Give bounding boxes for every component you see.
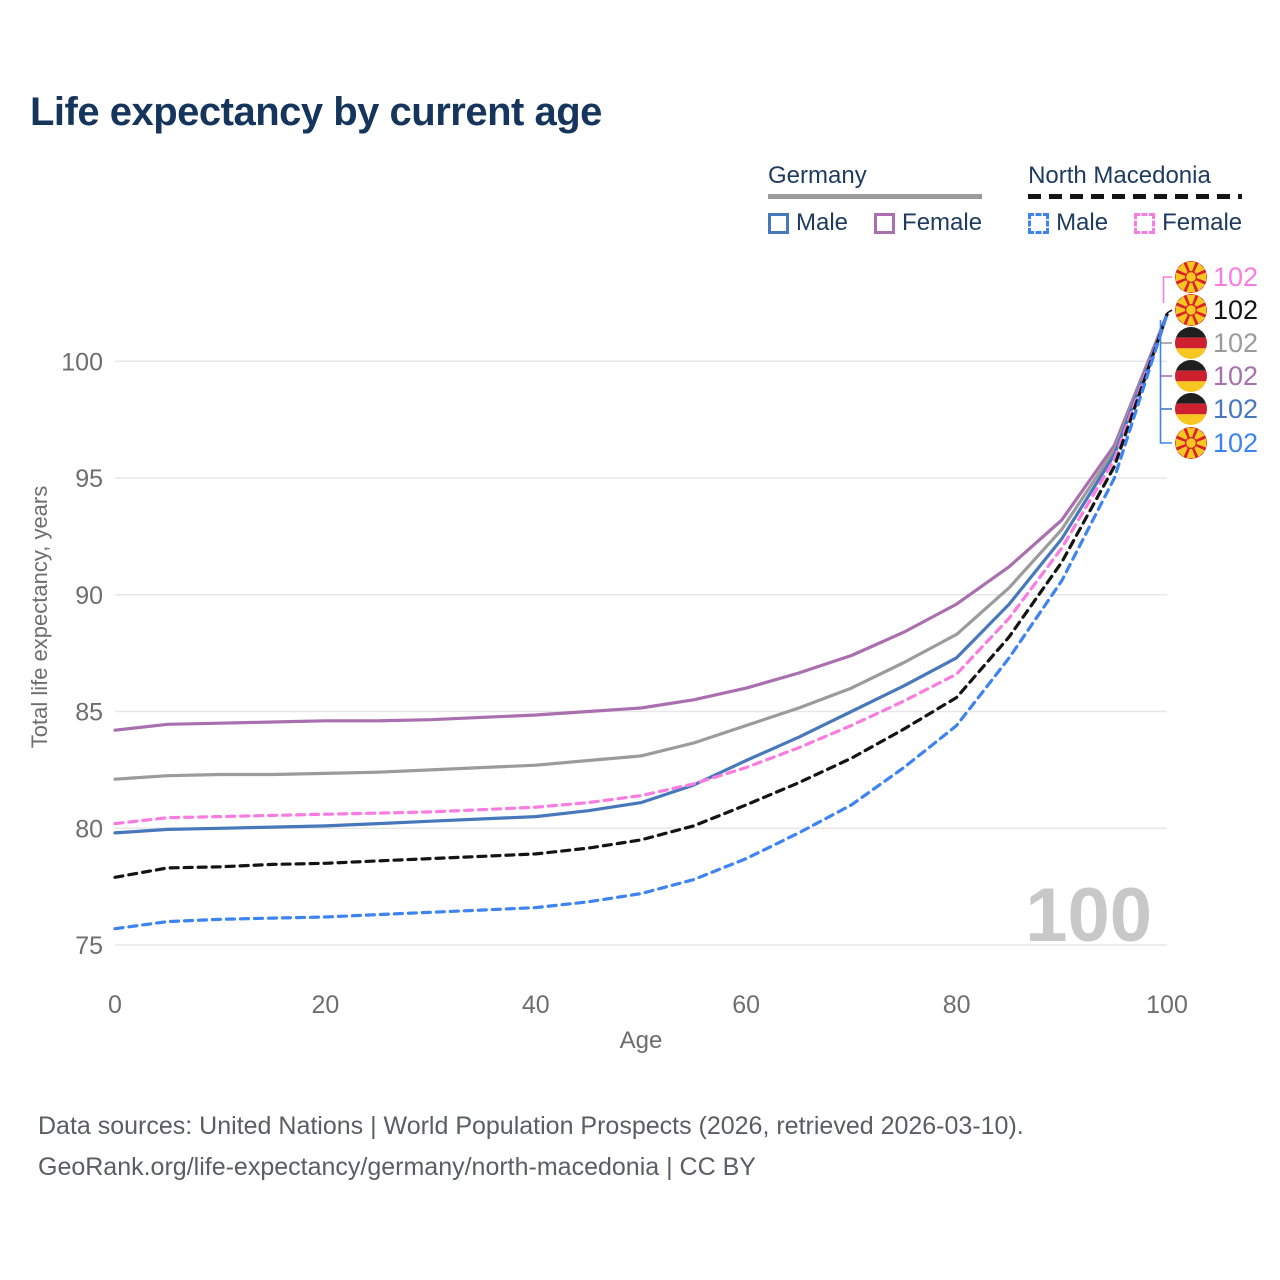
x-tick-40: 40 — [522, 991, 550, 1019]
legend-label-north-macedonia-female: Female — [1162, 209, 1243, 236]
end-value-north-macedonia-female: 102 — [1213, 262, 1258, 292]
germany-line-sample — [768, 194, 983, 199]
end-value-germany-all: 102 — [1213, 328, 1258, 358]
x-tick-0: 0 — [108, 991, 122, 1019]
legend-label-north-macedonia-male: Male — [1056, 209, 1109, 236]
legend-item-north-macedonia-male: Male — [1028, 209, 1108, 237]
leader-line-north-macedonia-female — [1162, 276, 1172, 303]
age-counter-watermark: 100 — [1025, 873, 1152, 958]
x-tick-60: 60 — [732, 991, 760, 1019]
north-macedonia-male-swatch — [1028, 212, 1050, 234]
end-label-germany-all: 102 — [1175, 327, 1258, 359]
page-title: Life expectancy by current age — [30, 90, 602, 134]
germany-male-swatch — [768, 212, 789, 234]
y-tick-90: 90 — [75, 582, 103, 610]
footer-data-sources: Data sources: United Nations | World Pop… — [38, 1112, 1024, 1140]
north-macedonia-female-swatch — [1134, 212, 1156, 234]
north-macedonia-flag-icon — [1175, 261, 1207, 293]
germany-flag-icon — [1175, 327, 1207, 359]
y-tick-80: 80 — [75, 815, 103, 843]
germany-female-swatch — [874, 212, 896, 234]
north-macedonia-line-sample — [1028, 194, 1243, 199]
end-value-germany-male: 102 — [1213, 394, 1258, 424]
legend-label-germany-male: Male — [796, 209, 849, 236]
x-tick-20: 20 — [311, 991, 339, 1019]
end-value-germany-female: 102 — [1213, 361, 1258, 391]
y-tick-100: 100 — [61, 348, 103, 376]
end-label-north-macedonia-female: 102 — [1175, 261, 1258, 293]
series-line-germany-male — [113, 312, 1169, 835]
y-axis-label: Total life expectancy, years — [27, 486, 52, 749]
legend-item-germany-female: Female — [874, 209, 982, 237]
x-axis-label: Age — [620, 1027, 663, 1054]
x-tick-100: 100 — [1146, 991, 1188, 1019]
germany-flag-icon — [1175, 360, 1207, 392]
legend-group-north-macedonia-title: North Macedonia — [1028, 162, 1211, 189]
germany-flag-icon — [1175, 393, 1207, 425]
end-label-north-macedonia-male: 102 — [1175, 427, 1258, 459]
footer: Data sources: United Nations | World Pop… — [38, 1106, 1024, 1188]
end-label-north-macedonia-all: 102 — [1175, 294, 1258, 326]
north-macedonia-flag-icon — [1175, 294, 1207, 326]
legend-group-north-macedonia: North Macedonia Male Female — [1028, 162, 1243, 237]
end-label-germany-male: 102 — [1175, 393, 1258, 425]
legend-group-germany-title: Germany — [768, 162, 867, 189]
y-tick-75: 75 — [75, 932, 103, 960]
x-tick-80: 80 — [943, 991, 971, 1019]
leader-line-north-macedonia-male — [1159, 320, 1172, 444]
end-value-north-macedonia-male: 102 — [1213, 428, 1258, 458]
series-line-north-macedonia-male — [113, 312, 1169, 931]
series-line-germany-female — [113, 312, 1169, 732]
legend-item-germany-male: Male — [768, 209, 848, 237]
y-tick-95: 95 — [75, 465, 103, 493]
legend-label-germany-female: Female — [902, 209, 983, 236]
legend-group-germany: Germany Male Female — [768, 162, 983, 237]
series-line-north-macedonia-female — [113, 312, 1169, 826]
end-value-north-macedonia-all: 102 — [1213, 295, 1258, 325]
end-label-germany-female: 102 — [1175, 360, 1258, 392]
y-tick-85: 85 — [75, 699, 103, 727]
series-line-north-macedonia-all — [113, 312, 1169, 879]
footer-source-url: GeoRank.org/life-expectancy/germany/nort… — [38, 1153, 756, 1181]
north-macedonia-flag-icon — [1175, 427, 1207, 459]
series-line-germany-all — [113, 312, 1169, 781]
legend: Germany Male Female North Macedonia Male — [768, 162, 1243, 237]
legend-item-north-macedonia-female: Female — [1134, 209, 1242, 237]
leader-line-north-macedonia-all — [1166, 309, 1173, 314]
